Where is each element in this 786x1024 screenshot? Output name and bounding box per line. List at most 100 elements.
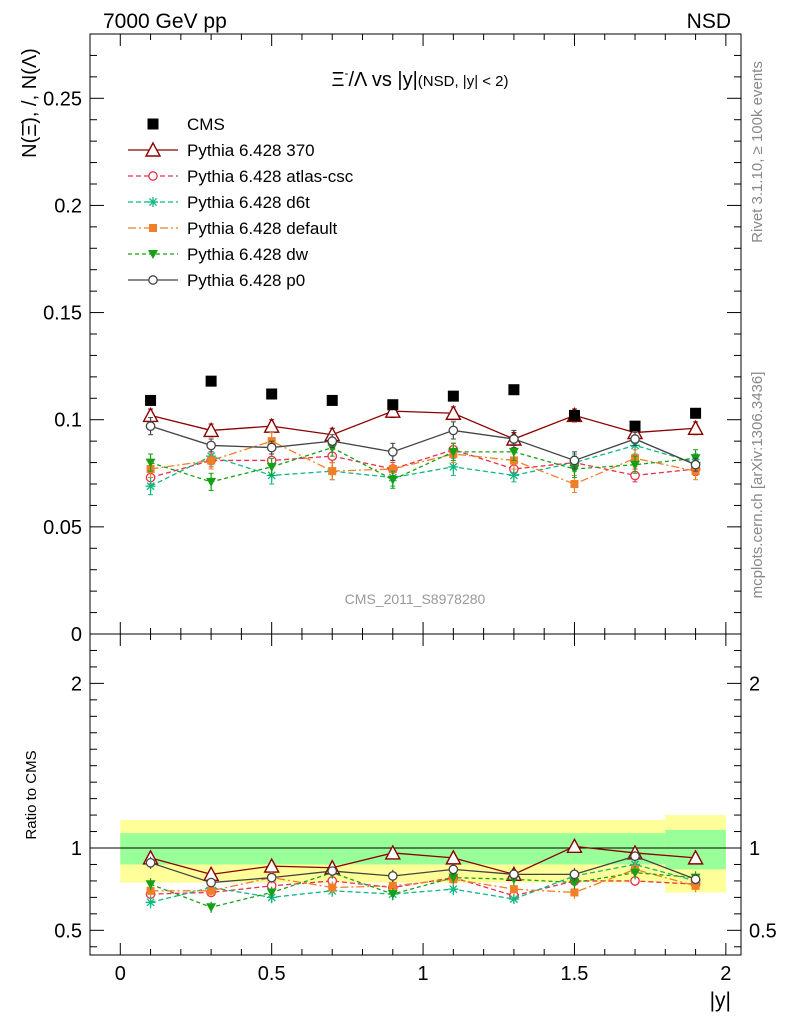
series-line	[150, 444, 696, 487]
legend-marker	[148, 275, 158, 285]
legend-label: Pythia 6.428 default	[187, 219, 338, 238]
ratio-tick-label-right: 0.5	[749, 920, 777, 942]
x-tick-label: 0	[115, 963, 126, 985]
series-5	[145, 417, 701, 888]
x-tick-label: 2	[720, 963, 731, 985]
ratio-line	[150, 855, 696, 884]
upper-ylabel: N(Ξ̄), /, N(Λ)	[19, 48, 41, 158]
legend-entry-5: Pythia 6.428 p0	[128, 271, 305, 290]
legend-marker	[148, 171, 158, 181]
ratio-point	[569, 878, 580, 888]
data-point	[326, 394, 338, 406]
series-cms	[145, 375, 702, 432]
y-tick-label: 0.2	[54, 195, 82, 217]
data-point	[690, 459, 701, 470]
ratio-ylabel: Ratio to CMS	[23, 750, 40, 839]
ratio-point	[448, 864, 459, 875]
data-point	[387, 399, 399, 411]
series-layer	[142, 375, 704, 913]
ratio-point	[508, 894, 519, 905]
series-line	[150, 410, 696, 440]
legend-marker	[148, 197, 158, 207]
data-point	[445, 404, 462, 420]
chart-title: Ξ-/Λ vs |y|(NSD, |y| < 2)	[331, 66, 508, 91]
ratio-frame	[89, 633, 742, 956]
legend-marker	[147, 118, 159, 130]
asterisk-stroke	[146, 482, 155, 491]
data-point	[508, 470, 519, 481]
legend-entry-cms: CMS	[147, 115, 225, 134]
legend-entry-4: Pythia 6.428 dw	[128, 245, 309, 264]
legend-label: Pythia 6.428 dw	[187, 245, 309, 264]
series-line	[150, 449, 696, 479]
ratio-point	[687, 849, 704, 865]
data-point	[687, 419, 704, 435]
data-point	[690, 407, 702, 419]
data-point	[447, 390, 459, 402]
y-tick-label: 0.25	[43, 88, 82, 110]
data-point	[266, 462, 277, 472]
title-xi: Ξ	[331, 69, 344, 91]
data-point	[629, 420, 641, 432]
legend-entry-3: Pythia 6.428 default	[128, 219, 338, 238]
ratio-point	[509, 885, 518, 894]
ratio-tick-label: 2	[71, 673, 82, 695]
title-sup: -	[344, 66, 348, 80]
legend-entry-0: Pythia 6.428 370	[128, 141, 315, 160]
header-right: NSD	[687, 10, 731, 33]
data-point	[206, 477, 217, 487]
ratio-point	[266, 872, 277, 883]
data-point	[387, 475, 398, 485]
data-point	[207, 456, 216, 465]
legend-label: Pythia 6.428 p0	[187, 271, 305, 290]
data-point	[205, 375, 217, 387]
data-point	[448, 461, 459, 472]
data-point	[328, 467, 337, 476]
data-point	[508, 447, 519, 457]
title-rest: /Λ vs |y|	[348, 69, 417, 91]
asterisk-stroke	[509, 471, 518, 480]
ratio-point	[145, 897, 156, 908]
title-small: (NSD, |y| < 2)	[418, 73, 509, 90]
ratio-point	[569, 869, 580, 880]
ratio-tick-label: 1	[71, 838, 82, 860]
data-point	[448, 447, 459, 457]
ratio-point	[206, 877, 216, 888]
side-label-top: Rivet 3.1.10, ≥ 100k events	[749, 61, 766, 243]
ratio-point	[328, 883, 337, 892]
ratio-point	[145, 880, 156, 890]
asterisk-stroke	[449, 885, 458, 894]
data-point	[570, 480, 579, 488]
ratio-point	[387, 890, 398, 900]
data-point	[508, 384, 520, 396]
legend-entry-1: Pythia 6.428 atlas-csc	[128, 167, 354, 186]
data-point	[266, 442, 277, 453]
ratio-point	[566, 837, 583, 854]
legend-marker	[148, 250, 158, 259]
ratio-line	[150, 845, 696, 876]
ratio-point	[146, 886, 155, 895]
asterisk-stroke	[148, 197, 158, 207]
legend-marker	[144, 141, 162, 157]
ratio-point	[509, 869, 519, 880]
ratio-point	[690, 874, 701, 885]
x-tick-label: 0.5	[258, 963, 286, 985]
x-axis-label: |y|	[710, 989, 731, 1012]
legend-label: CMS	[187, 115, 225, 134]
data-point	[630, 460, 641, 470]
data-point	[569, 455, 580, 466]
series-line	[150, 446, 696, 483]
ratio-point	[384, 844, 401, 860]
data-point	[384, 402, 401, 418]
ratio-line	[150, 863, 696, 903]
data-point	[263, 417, 280, 433]
y-tick-label: 0.1	[54, 410, 82, 432]
axes: 0 0.5 1 1.5 2 0 0.05 0.1 0.15 0.2 0.25 0.5 0.5 1 1 2 2	[43, 33, 777, 985]
data-point	[145, 394, 157, 406]
ratio-point	[448, 873, 459, 883]
y-tick-label: 0.05	[43, 517, 82, 539]
series-line	[150, 440, 696, 485]
ratio-point	[266, 888, 277, 898]
x-tick-label: 1	[418, 963, 429, 985]
